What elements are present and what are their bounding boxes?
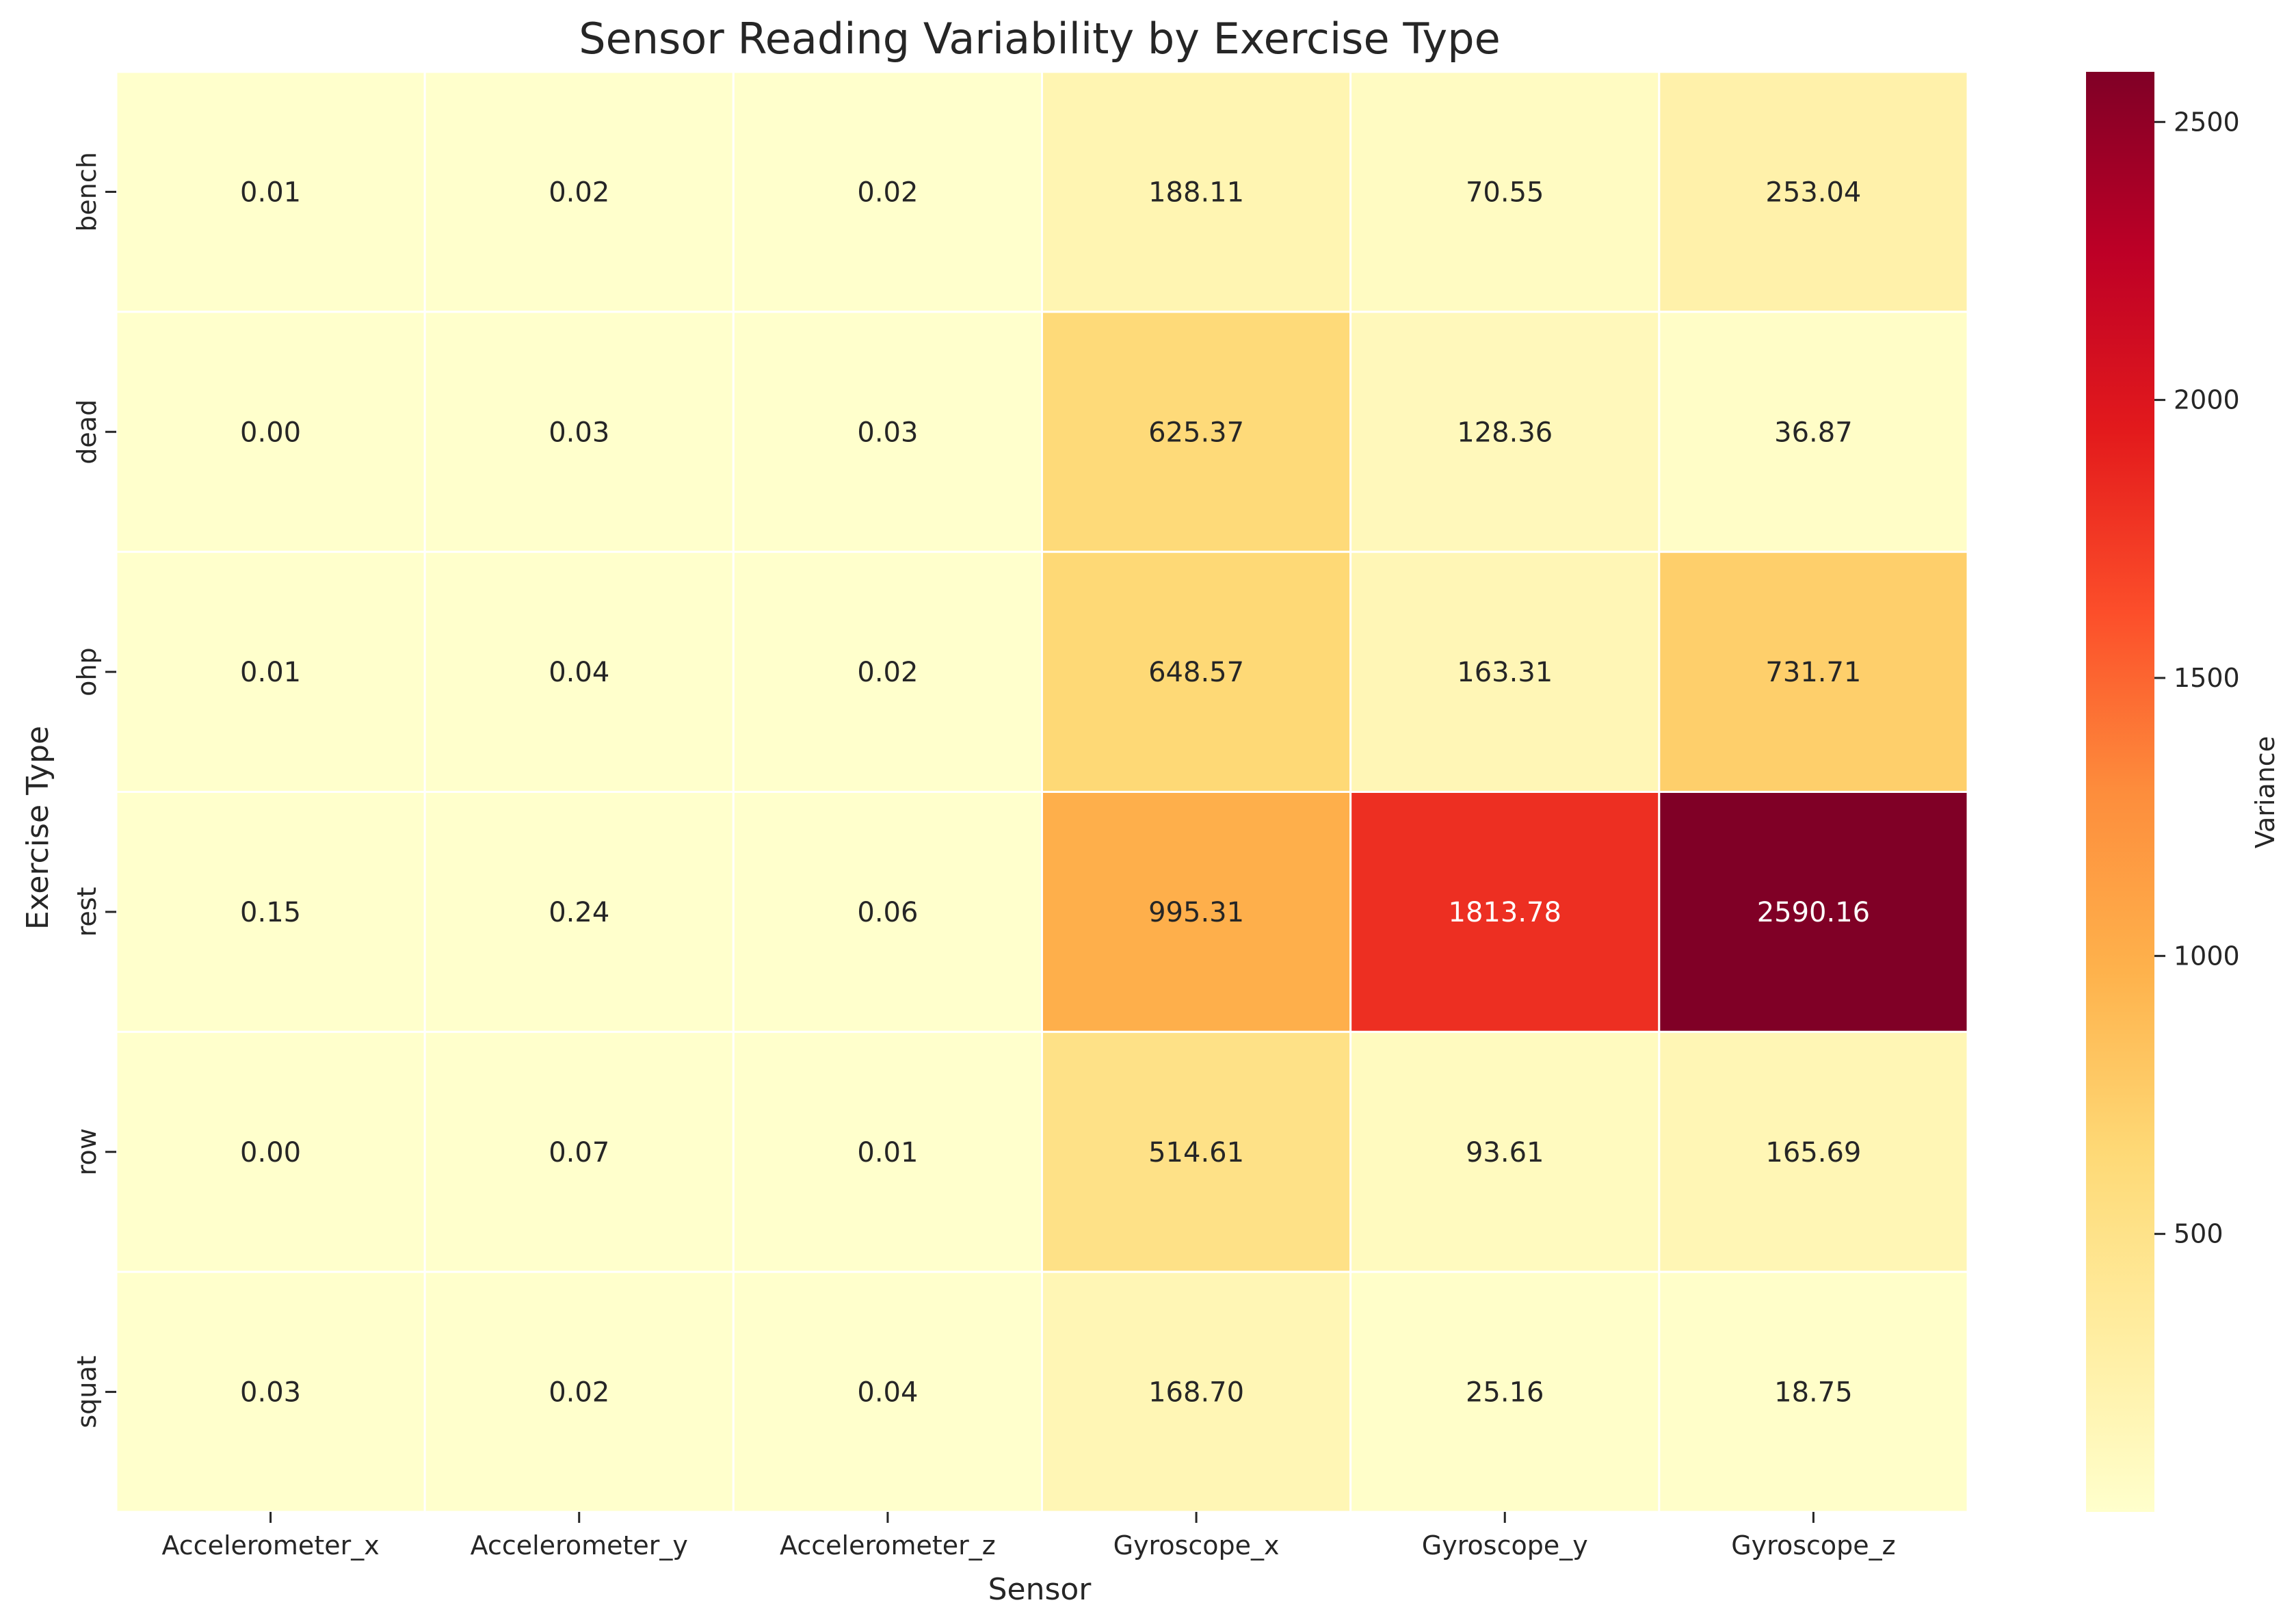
colorbar-gradient (2086, 72, 2154, 1512)
colorbar: 500 1000 1500 2000 2500 Variance (2086, 72, 2280, 1512)
cell-value-label: 70.55 (1466, 177, 1544, 208)
heatmap-cell (1041, 70, 1352, 313)
heatmap-cell (732, 551, 1044, 794)
heatmap-cell (1658, 1030, 1969, 1273)
x-axis-label: Sensor (988, 1572, 1092, 1607)
cell-value-label: 0.02 (857, 657, 918, 688)
chart-title: Sensor Reading Variability by Exercise T… (579, 14, 1501, 64)
cell-value-label: 0.24 (549, 897, 609, 928)
cell-value-label: 0.06 (857, 897, 918, 928)
cell-value-label: 1813.78 (1449, 897, 1561, 928)
cell-value-label: 0.00 (240, 417, 301, 448)
colorbar-tick-label: 2500 (2174, 107, 2240, 137)
y-axis: bench dead ohp rest row squat (72, 152, 116, 1428)
heatmap-cell (1658, 551, 1969, 794)
cell-value-label: 0.03 (549, 417, 609, 448)
cell-value-label: 0.01 (240, 657, 301, 688)
heatmap-cell (1658, 70, 1969, 313)
cell-value-label: 188.11 (1148, 177, 1244, 208)
x-tick-label: Gyroscope_x (1113, 1530, 1280, 1560)
x-tick-label: Gyroscope_z (1731, 1530, 1895, 1560)
cell-value-label: 0.03 (240, 1377, 301, 1409)
colorbar-ticks: 500 1000 1500 2000 2500 (2154, 107, 2240, 1249)
cell-value-label: 168.70 (1148, 1377, 1244, 1409)
heatmap-cell (115, 551, 426, 794)
x-tick-label: Accelerometer_z (780, 1530, 996, 1560)
heatmap-cell (115, 1030, 426, 1273)
cell-value-label: 2590.16 (1757, 897, 1870, 928)
cell-value-label: 0.02 (857, 177, 918, 208)
heatmap-cell (115, 70, 426, 313)
x-axis: Accelerometer_x Accelerometer_y Accelerome… (161, 1512, 1896, 1560)
x-tick-label: Accelerometer_x (161, 1530, 379, 1560)
cell-value-label: 648.57 (1148, 657, 1244, 688)
heatmap-cell (1041, 791, 1352, 1033)
cell-value-label: 0.15 (240, 897, 301, 928)
heatmap-cell (732, 791, 1044, 1033)
cell-value-label: 0.01 (857, 1137, 918, 1168)
cell-value-label: 0.01 (240, 177, 301, 208)
y-tick-label: squat (72, 1355, 102, 1428)
colorbar-tick-label: 1500 (2174, 663, 2240, 693)
heatmap-cell (423, 311, 735, 553)
cell-value-label: 0.07 (549, 1137, 609, 1168)
y-tick-label: ohp (72, 647, 102, 696)
y-tick-label: bench (72, 152, 102, 232)
heatmap-cell (1658, 311, 1969, 553)
cell-value-label: 0.04 (857, 1377, 918, 1409)
cell-value-label: 253.04 (1765, 177, 1861, 208)
heatmap-cell (423, 70, 735, 313)
heatmap-cell-labels: 0.01 0.02 0.02 188.11 70.55 253.04 0.00 0.03 0.0… (240, 177, 1870, 1408)
colorbar-tick-label: 2000 (2174, 385, 2240, 415)
heatmap-cells (115, 70, 1969, 1513)
colorbar-tick-label: 1000 (2174, 941, 2240, 971)
heatmap-cell (115, 791, 426, 1033)
cell-value-label: 625.37 (1148, 417, 1244, 448)
cell-value-label: 0.00 (240, 1137, 301, 1168)
cell-value-label: 731.71 (1765, 657, 1861, 688)
colorbar-label: Variance (2250, 736, 2280, 848)
heatmap-cell (1658, 791, 1969, 1033)
cell-value-label: 25.16 (1466, 1377, 1544, 1409)
cell-value-label: 165.69 (1765, 1137, 1861, 1168)
y-tick-label: rest (72, 887, 102, 937)
y-tick-label: row (72, 1128, 102, 1175)
cell-value-label: 995.31 (1148, 897, 1244, 928)
cell-value-label: 93.61 (1466, 1137, 1544, 1168)
heatmap-cell (1041, 1030, 1352, 1273)
cell-value-label: 0.04 (549, 657, 609, 688)
heatmap-cell (1349, 1030, 1661, 1273)
cell-value-label: 36.87 (1774, 417, 1853, 448)
x-tick-label: Gyroscope_y (1422, 1530, 1588, 1560)
y-axis-label: Exercise Type (21, 726, 55, 930)
cell-value-label: 0.03 (857, 417, 918, 448)
cell-value-label: 163.31 (1457, 657, 1553, 688)
heatmap-cell (732, 1030, 1044, 1273)
heatmap-cell (1349, 1270, 1661, 1513)
heatmap-cell (1349, 70, 1661, 313)
heatmap-cell (1041, 551, 1352, 794)
cell-value-label: 18.75 (1774, 1377, 1853, 1409)
y-tick-label: dead (72, 400, 102, 465)
heatmap-cell (115, 1270, 426, 1513)
heatmap-cell (1349, 551, 1661, 794)
cell-value-label: 514.61 (1148, 1137, 1244, 1168)
heatmap-cell (1349, 791, 1661, 1033)
cell-value-label: 128.36 (1457, 417, 1553, 448)
heatmap-cell (423, 551, 735, 794)
colorbar-tick-label: 500 (2174, 1219, 2224, 1249)
heatmap-cell (1658, 1270, 1969, 1513)
heatmap-cell (423, 791, 735, 1033)
heatmap-cell (732, 70, 1044, 313)
heatmap-cell (1041, 311, 1352, 553)
cell-value-label: 0.02 (549, 1377, 609, 1409)
cell-value-label: 0.02 (549, 177, 609, 208)
x-tick-label: Accelerometer_y (471, 1530, 688, 1560)
